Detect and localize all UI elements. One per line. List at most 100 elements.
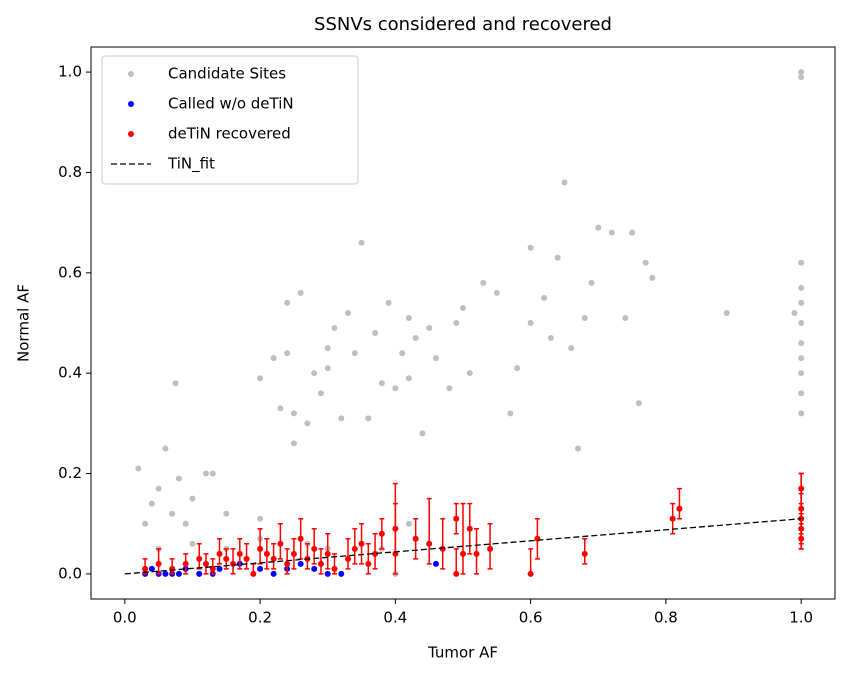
error-bar bbox=[392, 482, 398, 575]
error-bar bbox=[798, 472, 804, 515]
point bbox=[257, 515, 264, 522]
point bbox=[439, 545, 446, 552]
point bbox=[432, 560, 439, 567]
point bbox=[209, 470, 216, 477]
point bbox=[453, 320, 460, 326]
point bbox=[230, 560, 237, 567]
legend-label: Candidate Sites bbox=[168, 65, 286, 83]
point bbox=[798, 259, 805, 266]
point bbox=[453, 515, 460, 522]
point bbox=[284, 560, 291, 567]
y-tick-label: 0.8 bbox=[58, 163, 82, 181]
point bbox=[290, 550, 297, 557]
point bbox=[507, 410, 514, 417]
point bbox=[196, 555, 203, 562]
error-bar bbox=[426, 497, 432, 565]
chart-title: SSNVs considered and recovered bbox=[314, 14, 612, 35]
point bbox=[189, 495, 196, 502]
point bbox=[419, 430, 426, 437]
point bbox=[324, 550, 331, 557]
point bbox=[412, 335, 419, 342]
point bbox=[466, 370, 473, 377]
point bbox=[392, 385, 399, 392]
point bbox=[284, 299, 291, 306]
point bbox=[172, 380, 179, 387]
point bbox=[189, 540, 196, 547]
point bbox=[798, 390, 805, 397]
error-bar bbox=[365, 543, 371, 575]
point bbox=[405, 375, 412, 382]
y-axis-label: Normal AF bbox=[15, 284, 33, 362]
point bbox=[460, 304, 466, 311]
point bbox=[169, 510, 176, 517]
y-tick-label: 0.0 bbox=[58, 564, 82, 582]
point bbox=[175, 475, 182, 482]
point bbox=[202, 560, 209, 567]
point bbox=[378, 530, 385, 537]
point bbox=[270, 555, 277, 562]
point bbox=[723, 309, 730, 316]
point bbox=[446, 385, 453, 392]
point bbox=[574, 445, 581, 452]
x-axis-label: Tumor AF bbox=[427, 644, 498, 662]
point bbox=[588, 279, 595, 286]
point bbox=[331, 565, 338, 572]
point bbox=[297, 560, 304, 567]
y-tick-label: 1.0 bbox=[58, 63, 82, 81]
point bbox=[405, 520, 412, 527]
point bbox=[290, 440, 297, 447]
point bbox=[595, 224, 602, 231]
point bbox=[642, 259, 649, 266]
point bbox=[142, 565, 149, 572]
point bbox=[257, 375, 264, 382]
point bbox=[466, 525, 473, 532]
point bbox=[405, 314, 412, 321]
point bbox=[487, 545, 494, 552]
point bbox=[798, 355, 805, 362]
point bbox=[798, 74, 805, 81]
point bbox=[473, 550, 480, 557]
error-bar bbox=[460, 502, 466, 575]
point bbox=[629, 229, 636, 236]
point bbox=[324, 365, 331, 372]
legend-label: Called w/o deTiN bbox=[168, 95, 294, 113]
point bbox=[798, 340, 805, 347]
point bbox=[493, 289, 500, 296]
point bbox=[304, 420, 311, 427]
x-tick-label: 0.0 bbox=[113, 609, 137, 627]
x-tick-label: 0.6 bbox=[519, 609, 543, 627]
point bbox=[148, 565, 155, 572]
point bbox=[290, 410, 297, 417]
y-tick-label: 0.4 bbox=[58, 364, 82, 382]
point bbox=[148, 500, 155, 507]
point bbox=[345, 309, 352, 316]
point bbox=[480, 279, 487, 286]
point bbox=[358, 239, 365, 246]
point bbox=[676, 505, 683, 512]
point bbox=[216, 550, 223, 557]
point bbox=[372, 330, 379, 337]
error-bar bbox=[440, 517, 446, 570]
point bbox=[581, 550, 588, 557]
point bbox=[155, 560, 162, 567]
point bbox=[365, 560, 372, 567]
point bbox=[798, 284, 805, 291]
error-bar bbox=[345, 538, 351, 570]
point bbox=[547, 335, 554, 342]
point bbox=[257, 545, 264, 552]
point bbox=[297, 535, 304, 542]
plot-frame bbox=[90, 46, 836, 600]
point bbox=[554, 254, 561, 261]
point bbox=[426, 325, 433, 332]
point bbox=[277, 540, 284, 547]
point bbox=[270, 570, 277, 577]
point bbox=[202, 470, 209, 477]
error-bar bbox=[528, 548, 534, 575]
point bbox=[791, 309, 798, 316]
point bbox=[297, 289, 304, 296]
point bbox=[324, 345, 331, 352]
point bbox=[635, 400, 642, 407]
point bbox=[311, 565, 318, 572]
